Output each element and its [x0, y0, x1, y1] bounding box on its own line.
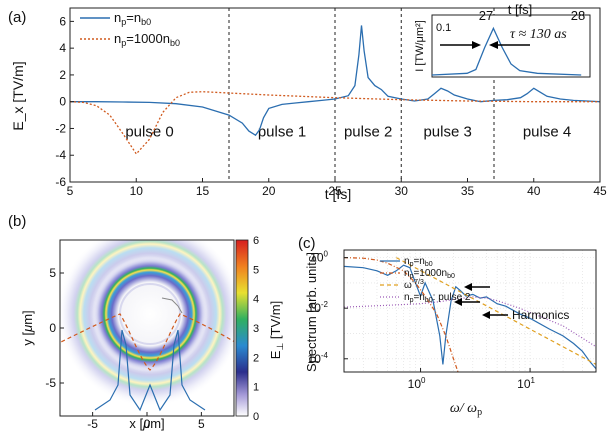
x-tick-label: 15 [196, 184, 210, 198]
panel-a-y-axis-label: E_x [TV/m] [10, 61, 26, 130]
x-tick-label: 35 [461, 184, 475, 198]
x-tick-label: 5 [198, 417, 205, 431]
colorbar-tick-label: 4 [253, 294, 259, 306]
panel-c-background [344, 250, 596, 372]
pulse-label: pulse 0 [125, 123, 173, 140]
panel-c-x-axis-label-display: ω/ ωp [450, 401, 482, 418]
inset-title: t [fs] [508, 2, 533, 17]
x-tick-label: 45 [593, 184, 607, 198]
y-tick-label: 2 [59, 68, 66, 82]
field-arrows [161, 297, 183, 314]
panel-c-arrows [454, 283, 508, 319]
y-tick-label: 5 [49, 266, 56, 280]
colorbar-label-display: E⊥ [TV/m] [268, 301, 285, 359]
legend-label-series-1: np=nb0 [114, 10, 151, 27]
pulse-label: pulse 3 [423, 123, 471, 140]
panel-c-frame [343, 249, 597, 373]
colorbar-tick-label: 2 [253, 352, 259, 364]
colorbar-tick-label: 0 [253, 411, 259, 423]
legend-label-series-4: np=nb0: pulse 2 [404, 292, 471, 304]
pulse-label: pulse 1 [258, 123, 306, 140]
density-profile-dashed [60, 313, 234, 371]
x-tick-label: 20 [262, 184, 276, 198]
x-tick-label: 30 [395, 184, 409, 198]
arrowhead-icon [464, 283, 472, 291]
y-tick-label: -6 [55, 175, 66, 189]
inset-frame [431, 14, 591, 78]
colorbar-tick-label: 6 [253, 235, 259, 247]
panel-a-frame [69, 7, 601, 183]
inset-arrows [440, 41, 530, 49]
panel-a-legend: np=nb0 np=1000nb0 [80, 10, 180, 48]
legend-label-series-2: np=1000nb0 [404, 268, 455, 280]
field-profile-line [94, 329, 206, 412]
inset-y-tick-label: 0.1 [436, 22, 451, 34]
y-tick-label: 0 [49, 321, 56, 335]
panel-b-x-axis-label-display: x [μm] [129, 416, 164, 431]
panel-a-x-axis-label: t [fs] [325, 186, 351, 202]
arrowhead-icon [482, 311, 490, 319]
x-tick-label: 0 [144, 417, 151, 431]
spectrum-series-2 [344, 257, 459, 372]
panel-a-inset: t [fs] 27 28 I [TW/μm²] 0.1 τ ≈ 130 as [414, 2, 591, 78]
y-tick-label: 6 [59, 14, 66, 28]
pulse-label: pulse 2 [344, 123, 392, 140]
y-tick-label: -5 [45, 376, 56, 390]
panel-b-label: (b) [8, 213, 26, 230]
x-tick-label: 5 [67, 184, 74, 198]
y-tick-label: -4 [55, 148, 66, 162]
y-tick-label: -2 [55, 121, 66, 135]
arrowhead-icon [454, 298, 462, 306]
x-tick-label: -5 [87, 417, 98, 431]
inset-pulse-line [431, 26, 582, 76]
y-tick-label: 4 [59, 41, 66, 55]
x-tick-label: 40 [527, 184, 541, 198]
panel-b-y-axis-label-display: y [μm] [20, 310, 35, 345]
legend-label-series-2: np=1000nb0 [114, 31, 180, 48]
pulse-label: pulse 4 [523, 123, 571, 140]
x-tick-label: 100 [408, 376, 426, 391]
inset-y-axis-label: I [TW/μm²] [414, 20, 426, 72]
inset-x-tick-label: 27 [479, 8, 493, 23]
colorbar [235, 239, 249, 417]
y-tick-label: 0 [59, 95, 66, 109]
colorbar-tick-label: 5 [253, 264, 259, 276]
panel-a-label: (a) [8, 9, 26, 26]
series-line-1 [70, 25, 600, 137]
x-tick-label: 25 [328, 184, 342, 198]
x-tick-label: 101 [517, 376, 535, 391]
panel-a: (a) E_x [TV/m] t [fs] pulse 0 pulse 1 puls… [8, 2, 607, 202]
arrowhead-icon [472, 41, 481, 49]
series-line-2 [70, 91, 600, 155]
spectrum-series-1 [344, 264, 596, 370]
inset-annotation: τ ≈ 130 as [510, 27, 567, 42]
panel-c-y-axis-label: Spectrum [arb. units] [304, 252, 319, 372]
inset-x-tick-label: 28 [571, 8, 585, 23]
panel-c-annotation: Harmonics [512, 308, 569, 322]
spectrum-series-3 [396, 257, 596, 365]
field-ring [92, 256, 208, 372]
arrowhead-icon [489, 41, 498, 49]
colorbar-tick-label: 1 [253, 382, 259, 394]
panel-c-label: (c) [298, 235, 316, 252]
x-tick-label: 10 [130, 184, 144, 198]
colorbar-tick-label: 3 [253, 323, 259, 335]
panel-b: (b) -505-505 x [μm] x [μm] y [μm] y [μm]… [8, 213, 285, 431]
